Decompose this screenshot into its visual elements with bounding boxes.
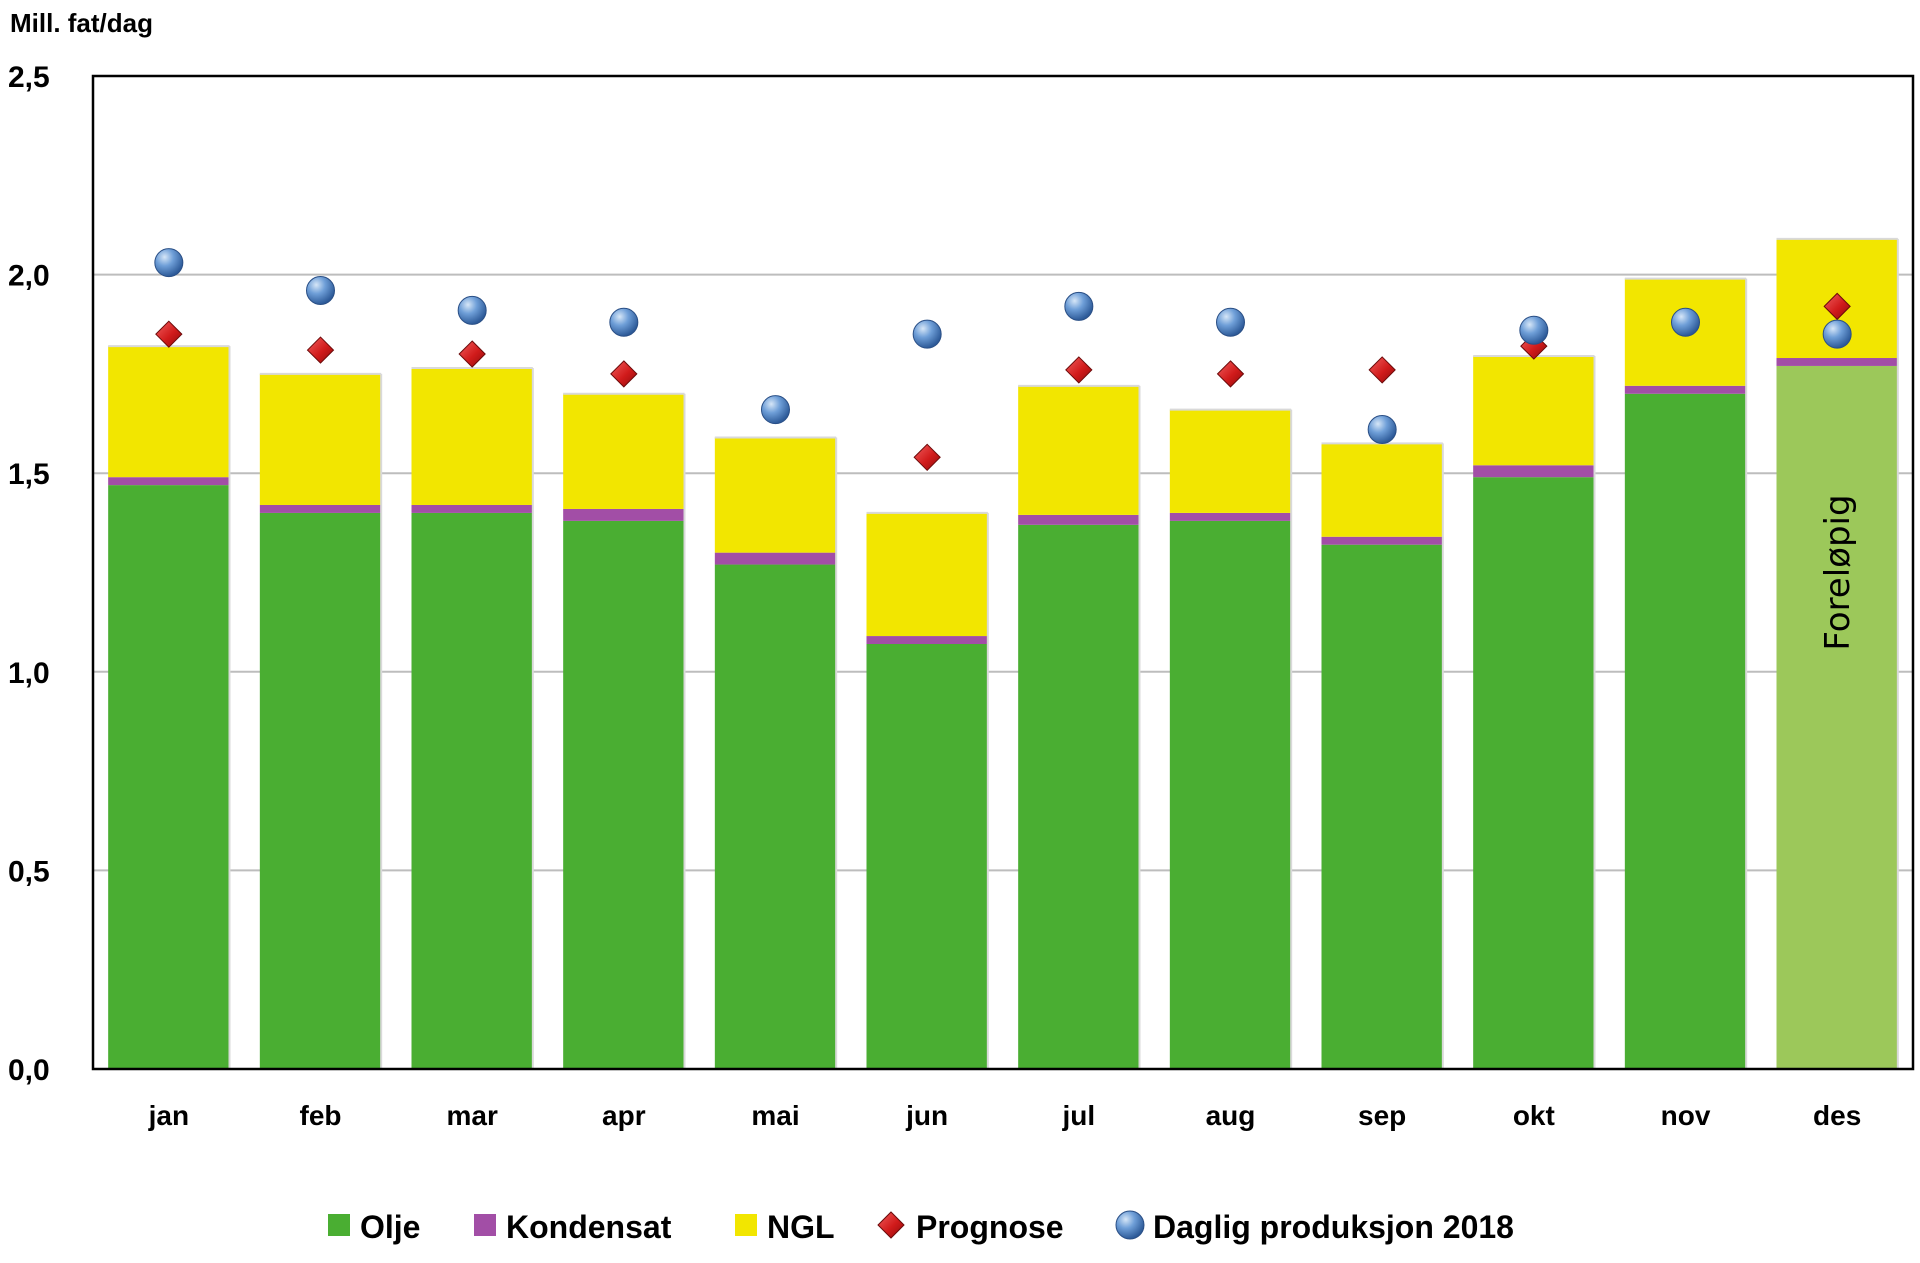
x-category-label: nov xyxy=(1661,1100,1711,1131)
bar-segment-kondensat xyxy=(866,636,988,644)
x-category-label: okt xyxy=(1513,1100,1555,1131)
bars: Foreløpig xyxy=(108,237,1899,1070)
legend-label: Olje xyxy=(360,1209,420,1245)
bar-segment-kondensat xyxy=(1776,358,1898,366)
y-axis-ticks: 0,0 0,5 1,0 1,5 2,0 2,5 xyxy=(8,61,50,1087)
legend-swatch xyxy=(474,1214,496,1236)
bar-segment-kondensat xyxy=(259,504,382,513)
prognose-marker xyxy=(913,443,941,472)
prognose-marker xyxy=(1823,292,1851,321)
prognose-marker xyxy=(1216,360,1245,388)
bar-segment-olje xyxy=(1473,477,1595,1069)
x-category-label: jul xyxy=(1061,1100,1095,1131)
x-category-label: jan xyxy=(148,1100,189,1131)
prognose-marker xyxy=(610,360,638,388)
legend-swatch xyxy=(328,1214,350,1236)
daily-production-marker xyxy=(1822,319,1852,349)
x-category-label: des xyxy=(1813,1100,1861,1131)
bar-segment-olje xyxy=(411,512,533,1069)
plot-frame xyxy=(91,74,1915,1071)
y-tick-label: 1,0 xyxy=(8,657,50,690)
y-axis-unit-label: Mill. fat/dag xyxy=(10,8,153,38)
x-category-label: mar xyxy=(446,1100,497,1131)
y-tick-label: 0,0 xyxy=(8,1054,50,1087)
daily-production-marker xyxy=(912,319,942,349)
daily-production-marker xyxy=(1367,415,1397,445)
preliminary-label: Foreløpig xyxy=(1818,494,1858,650)
gridlines xyxy=(93,273,1913,872)
legend-label: Prognose xyxy=(916,1209,1064,1245)
legend: Olje Kondensat NGL Prognose Daglig produksjo… xyxy=(328,1209,1514,1245)
bar-segment-ngl xyxy=(411,367,533,505)
bar-segment-olje xyxy=(1321,544,1443,1069)
y-tick-label: 2,5 xyxy=(8,61,50,94)
bar-segment-olje xyxy=(1018,524,1140,1069)
daily-production-marker xyxy=(154,248,184,278)
prognose-marker xyxy=(1368,356,1396,384)
x-category-label: feb xyxy=(300,1100,342,1131)
bar-segment-kondensat xyxy=(714,552,837,565)
bar-segment-ngl xyxy=(1473,356,1595,466)
bar-segment-kondensat xyxy=(1624,385,1747,394)
bar-segment-kondensat xyxy=(411,504,533,513)
bar-segment-ngl xyxy=(1321,443,1443,537)
prognose-marker xyxy=(458,340,486,368)
legend-swatch xyxy=(877,1211,905,1239)
y-tick-label: 0,5 xyxy=(8,855,50,888)
legend-label: Daglig produksjon 2018 xyxy=(1153,1209,1514,1245)
y-tick-label: 1,5 xyxy=(8,458,50,491)
prognose-marker xyxy=(155,320,183,348)
markers xyxy=(154,248,1852,472)
legend-swatch xyxy=(1115,1210,1145,1240)
bar-segment-olje xyxy=(866,643,988,1069)
bar-segment-ngl xyxy=(108,346,230,478)
bar-segment-olje xyxy=(259,512,382,1069)
bar-segment-olje xyxy=(1169,520,1292,1069)
bar-segment-kondensat xyxy=(1169,512,1292,521)
daily-production-marker xyxy=(306,275,335,305)
daily-production-marker xyxy=(1519,315,1549,345)
daily-production-marker xyxy=(457,295,487,325)
bar-segment-olje xyxy=(1776,365,1898,1069)
bar-segment-ngl xyxy=(563,393,685,509)
bar-segment-olje xyxy=(714,564,837,1069)
bar-segment-olje xyxy=(108,485,230,1070)
daily-production-marker xyxy=(1064,291,1094,321)
daily-production-marker xyxy=(1216,307,1245,337)
bar-segment-kondensat xyxy=(1321,536,1443,545)
bar-segment-ngl xyxy=(714,437,837,553)
daily-production-marker xyxy=(1671,307,1700,337)
prognose-marker xyxy=(306,336,335,364)
legend-swatch xyxy=(735,1214,757,1236)
legend-label: Kondensat xyxy=(506,1209,672,1245)
bar-segment-olje xyxy=(1624,393,1747,1069)
x-category-label: mai xyxy=(751,1100,799,1131)
bar-segment-ngl xyxy=(1169,409,1292,513)
x-axis-categories: jan feb mar apr mai jun jul aug sep okt nov des xyxy=(148,1100,1862,1131)
bar-segment-olje xyxy=(563,520,685,1069)
bar-segment-kondensat xyxy=(108,477,230,486)
x-category-label: aug xyxy=(1206,1100,1256,1131)
bar-segment-ngl xyxy=(259,373,382,505)
prognose-marker xyxy=(1065,356,1093,384)
legend-label: NGL xyxy=(767,1209,835,1245)
bar-segment-kondensat xyxy=(1473,465,1595,478)
x-category-label: apr xyxy=(602,1100,646,1131)
daily-production-marker xyxy=(761,395,790,425)
bar-segment-kondensat xyxy=(563,508,685,521)
x-category-label: sep xyxy=(1358,1100,1406,1131)
bar-segment-kondensat xyxy=(1018,514,1140,525)
bar-segment-ngl xyxy=(866,512,988,637)
daily-production-marker xyxy=(609,307,639,337)
bar-segment-ngl xyxy=(1018,385,1140,515)
y-tick-label: 2,0 xyxy=(8,260,50,293)
x-category-label: jun xyxy=(905,1100,948,1131)
